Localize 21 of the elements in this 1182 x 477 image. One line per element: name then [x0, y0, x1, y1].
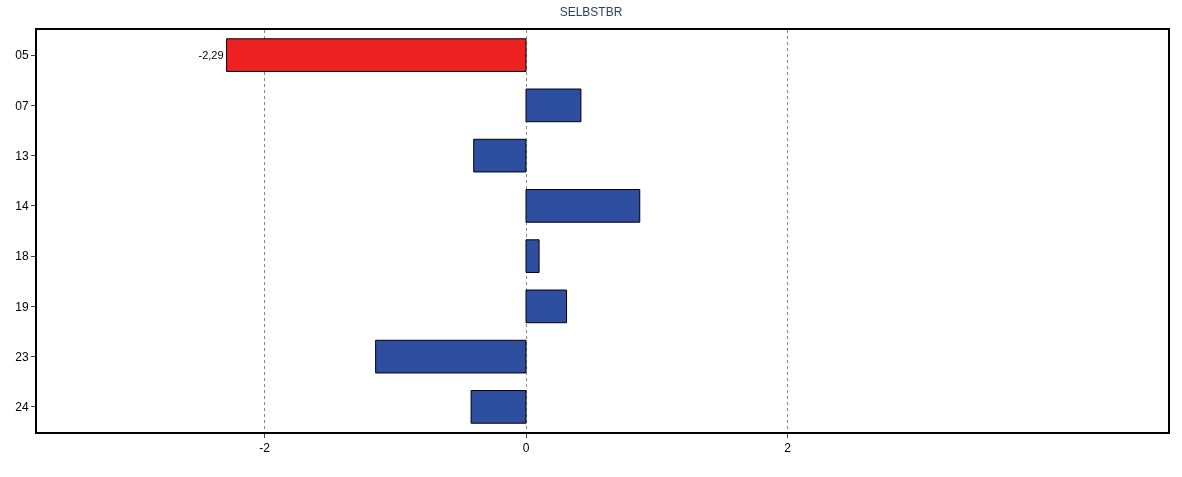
bar [525, 289, 568, 324]
y-tick-label: 14 [15, 199, 29, 214]
y-tick-label: 07 [15, 98, 29, 113]
bar [525, 239, 540, 273]
bar [473, 138, 527, 173]
y-tick-label: 23 [15, 349, 29, 364]
bar [525, 189, 641, 223]
x-tick-label: -2 [259, 441, 271, 456]
y-tick-label: 13 [15, 148, 29, 163]
y-tick-label: 18 [15, 249, 29, 264]
data-label: -2,29 [198, 49, 224, 62]
bar [525, 88, 582, 123]
bar [470, 390, 527, 424]
x-tick-label: 0 [522, 441, 530, 456]
x-tick-label: 2 [784, 441, 792, 456]
bar [226, 38, 527, 72]
chart-title: SELBSTBR [559, 4, 623, 19]
bar [375, 339, 527, 374]
y-tick-label: 05 [15, 48, 29, 63]
y-tick-label: 24 [15, 400, 29, 415]
y-tick-label: 19 [15, 299, 29, 314]
